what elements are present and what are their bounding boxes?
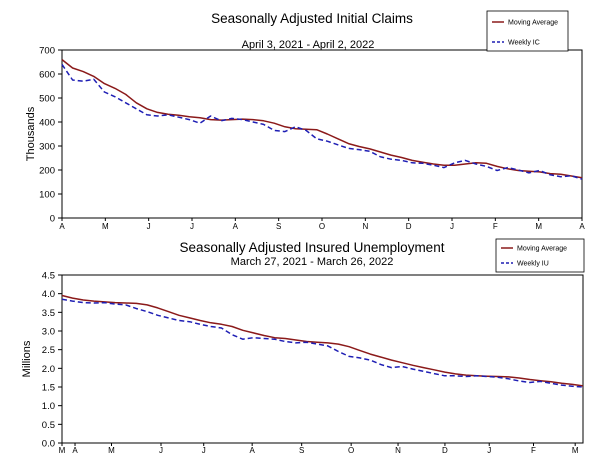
x-tick-label: J: [202, 446, 206, 455]
x-tick-label: M: [535, 222, 542, 231]
legend-box: [486, 10, 569, 52]
legend-label-moving-average: Moving Average: [517, 246, 567, 253]
y-axis-ticks: 0 100 200 300 400 500 600 700: [39, 46, 62, 225]
insured-unemployment-chart: Seasonally Adjusted Insured Unemployment…: [21, 238, 585, 455]
y-axis-label: Millions: [21, 340, 33, 377]
plot-area: [61, 49, 583, 219]
series-lines: [61, 59, 583, 180]
y-tick-label: 400: [39, 118, 55, 129]
y-tick-label: 0.5: [42, 420, 55, 431]
series-lines: [61, 294, 584, 388]
chart-subtitle: April 3, 2021 - April 2, 2022: [242, 39, 375, 51]
y-tick-label: 300: [39, 142, 55, 153]
y-tick-label: 500: [39, 94, 55, 105]
x-tick-label: M: [108, 446, 115, 455]
x-tick-label: F: [531, 446, 536, 455]
y-tick-label: 1.5: [42, 383, 55, 394]
x-tick-label: A: [72, 446, 78, 455]
x-tick-label: M: [59, 446, 66, 455]
legend-label-weekly-ic: Weekly IC: [508, 40, 540, 47]
initial-claims-chart: Seasonally Adjusted Initial Claims April…: [25, 10, 585, 231]
legend-box: [495, 238, 585, 273]
x-tick-label: J: [147, 222, 151, 231]
legend-label-moving-average: Moving Average: [508, 20, 558, 27]
y-tick-label: 2.0: [42, 364, 55, 375]
y-tick-label: 1.0: [42, 401, 55, 412]
y-axis-label: Thousands: [25, 106, 37, 161]
x-tick-label: M: [572, 446, 579, 455]
y-tick-label: 3.0: [42, 327, 55, 338]
y-tick-label: 3.5: [42, 308, 55, 319]
y-tick-label: 700: [39, 46, 55, 57]
series-line-weekly-iu: [61, 298, 584, 388]
x-tick-label: D: [442, 446, 448, 455]
chart-title: Seasonally Adjusted Insured Unemployment: [180, 240, 445, 255]
x-tick-label: A: [579, 222, 585, 231]
x-tick-label: J: [487, 446, 491, 455]
legend: Moving Average Weekly IU: [495, 238, 585, 273]
x-tick-label: S: [276, 222, 281, 231]
y-tick-label: 600: [39, 70, 55, 81]
y-tick-label: 4.5: [42, 271, 55, 282]
y-tick-label: 4.0: [42, 289, 55, 300]
series-line-moving-average: [61, 59, 583, 179]
x-tick-label: N: [362, 222, 368, 231]
x-tick-label: O: [348, 446, 354, 455]
x-tick-label: O: [319, 222, 325, 231]
y-tick-label: 200: [39, 166, 55, 177]
x-tick-label: N: [395, 446, 401, 455]
x-tick-label: M: [102, 222, 109, 231]
y-tick-label: 2.5: [42, 345, 55, 356]
legend: Moving Average Weekly IC: [486, 10, 569, 52]
x-tick-label: A: [233, 222, 239, 231]
chart-subtitle: March 27, 2021 - March 26, 2022: [231, 256, 394, 268]
x-tick-label: S: [299, 446, 304, 455]
x-tick-label: J: [190, 222, 194, 231]
x-tick-label: A: [249, 446, 255, 455]
y-tick-label: 100: [39, 190, 55, 201]
y-tick-label: 0: [50, 214, 55, 225]
x-tick-label: J: [159, 446, 163, 455]
plot-area: [61, 274, 584, 444]
x-tick-label: D: [406, 222, 412, 231]
x-tick-label: A: [59, 222, 65, 231]
x-tick-label: F: [493, 222, 498, 231]
y-tick-label: 0.0: [42, 439, 55, 450]
chart-title: Seasonally Adjusted Initial Claims: [211, 11, 413, 26]
x-tick-label: J: [450, 222, 454, 231]
legend-label-weekly-iu: Weekly IU: [517, 261, 549, 268]
y-axis-ticks: 0.0 0.5 1.0 1.5 2.0 2.5 3.0 3.5 4.0 4.5: [42, 271, 62, 450]
series-line-moving-average: [61, 294, 584, 387]
series-line-weekly-ic: [61, 63, 583, 180]
